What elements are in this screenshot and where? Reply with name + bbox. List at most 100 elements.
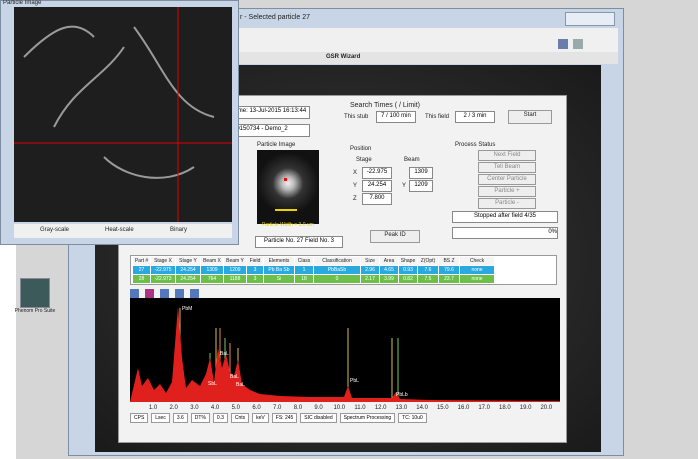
x-tick-label: 6.0 xyxy=(252,405,261,411)
x-tick-label: 9.0 xyxy=(314,405,323,411)
table-cell: 1309 xyxy=(201,266,223,274)
status-field: SIC disabled xyxy=(300,413,337,423)
x-tick-label: 17.0 xyxy=(478,405,490,411)
table-cell: 1 xyxy=(295,266,313,274)
label: Y xyxy=(402,183,407,189)
table-cell: 28 xyxy=(133,275,150,283)
process-button[interactable]: Tell Beam xyxy=(478,162,536,173)
spectrum-toolbar xyxy=(130,285,250,298)
label: Y xyxy=(353,183,358,189)
table-cell: Beam X xyxy=(201,257,223,265)
status-field: TC: 10u0 xyxy=(398,413,427,423)
radio-option[interactable]: Gray-scale xyxy=(40,227,70,233)
particle-thumbnail xyxy=(257,150,319,224)
x-tick-label: 4.0 xyxy=(211,405,220,411)
table-cell: Shape xyxy=(399,257,417,265)
table-cell: Part # xyxy=(133,257,150,265)
table-cell: 24.254 xyxy=(176,266,200,274)
status-field: 3.6 xyxy=(172,413,188,423)
radio-option[interactable]: Heat-scale xyxy=(105,227,134,233)
icon[interactable] xyxy=(190,289,199,298)
x-tick-label: 3.0 xyxy=(190,405,199,411)
desktop-icon[interactable] xyxy=(20,278,50,308)
process-button[interactable]: Particle + xyxy=(478,186,536,197)
process-button[interactable]: Next Field xyxy=(478,150,536,161)
peak-label: PbM xyxy=(182,306,192,312)
table-cell: 27 xyxy=(133,266,150,274)
x-tick-label: 13.0 xyxy=(396,405,408,411)
status-field: DT% xyxy=(190,413,210,423)
process-status: Stopped after field 4/35 xyxy=(452,211,558,223)
field-value: 2 / 3 min xyxy=(455,111,495,123)
table-cell: BS Z xyxy=(439,257,459,265)
status-field: keV xyxy=(252,413,269,423)
wizard-title: GSR Wizard xyxy=(326,54,361,60)
x-tick-label: 10.0 xyxy=(333,405,345,411)
peak-id-button[interactable]: Peak ID xyxy=(370,230,420,243)
table-cell: 3 xyxy=(247,266,263,274)
start-button[interactable]: Start xyxy=(508,110,552,124)
x-tick-label: 16.0 xyxy=(458,405,470,411)
time-field: Time: 13-Jul-2015 16:13:44 xyxy=(232,106,310,119)
status-field: Spectrum Processing xyxy=(339,413,396,423)
window-title: Particle Image xyxy=(3,0,42,6)
table-cell: Classification xyxy=(314,257,360,265)
status-field: CPS xyxy=(130,413,149,423)
table-cell: Field xyxy=(247,257,263,265)
table-cell: none xyxy=(460,275,494,283)
x-tick-label: 8.0 xyxy=(294,405,303,411)
icon[interactable] xyxy=(160,289,169,298)
peak-label: BaL xyxy=(230,374,239,380)
table-cell: 1209 xyxy=(224,266,246,274)
status-field: FS: 245 xyxy=(271,413,298,423)
desktop-icon-label: Phenom Pro Suite xyxy=(14,308,56,314)
process-button[interactable]: Center Particle xyxy=(478,174,536,185)
table-cell: 4.65 xyxy=(380,266,398,274)
table-cell: 2.96 xyxy=(361,266,379,274)
status-bar: CPS Lsec 3.6 DT% 0.3 Cnts keV FS: 245 SIC disabl… xyxy=(130,413,560,423)
search-heading: Search Times ( / Limit) xyxy=(350,102,421,109)
tool-icon[interactable] xyxy=(573,39,583,49)
table-cell: none xyxy=(460,266,494,274)
heading: Position xyxy=(350,146,372,152)
table-cell: 2.17 xyxy=(361,275,379,283)
peak-label: BaL xyxy=(220,351,229,357)
window-title: r - Selected particle 27 xyxy=(240,14,311,21)
table-cell: Si xyxy=(264,275,294,283)
process-button[interactable]: Particle - xyxy=(478,198,536,209)
status-field: Cnts xyxy=(230,413,250,423)
table-cell: 0.93 xyxy=(399,266,417,274)
table-cell: 3 xyxy=(247,275,263,283)
particle-width: Particle Width = 3.0 um xyxy=(262,222,314,228)
table-cell: Size xyxy=(361,257,379,265)
x-tick-label: 11.0 xyxy=(354,405,366,411)
label: Z xyxy=(353,196,357,202)
table-cell: 7.5 xyxy=(418,275,438,283)
label: Beam xyxy=(404,157,420,163)
x-tick-label: 12.0 xyxy=(375,405,387,411)
particle-no: Particle No. 27 Field No. 3 xyxy=(255,236,343,248)
x-tick-label: 15.0 xyxy=(437,405,449,411)
window-controls[interactable] xyxy=(565,12,615,26)
icon[interactable] xyxy=(130,289,139,298)
stage-x: -22.975 xyxy=(362,167,392,179)
heading: Process Status xyxy=(455,142,496,148)
peak-label: PbLb xyxy=(396,392,408,398)
stage-z: 7.800 xyxy=(362,193,392,205)
table-cell: Area xyxy=(380,257,398,265)
status-field: Lsec xyxy=(151,413,170,423)
table-cell: 79.6 xyxy=(439,266,459,274)
table-cell: 24.254 xyxy=(176,275,200,283)
icon[interactable] xyxy=(175,289,184,298)
stub-value: 7 / 100 min xyxy=(376,111,416,123)
table-cell: 0 xyxy=(314,275,360,283)
table-cell: 0.82 xyxy=(399,275,417,283)
icon[interactable] xyxy=(145,289,154,298)
sem-image xyxy=(14,7,232,222)
table-cell: PbBaSb xyxy=(314,266,360,274)
particle-table: Part # Stage X Stage Y Beam X Beam Y Field Ele… xyxy=(130,255,557,285)
x-tick-label: 5.0 xyxy=(232,405,241,411)
tool-icon[interactable] xyxy=(558,39,568,49)
radio-option[interactable]: Binary xyxy=(170,227,188,233)
